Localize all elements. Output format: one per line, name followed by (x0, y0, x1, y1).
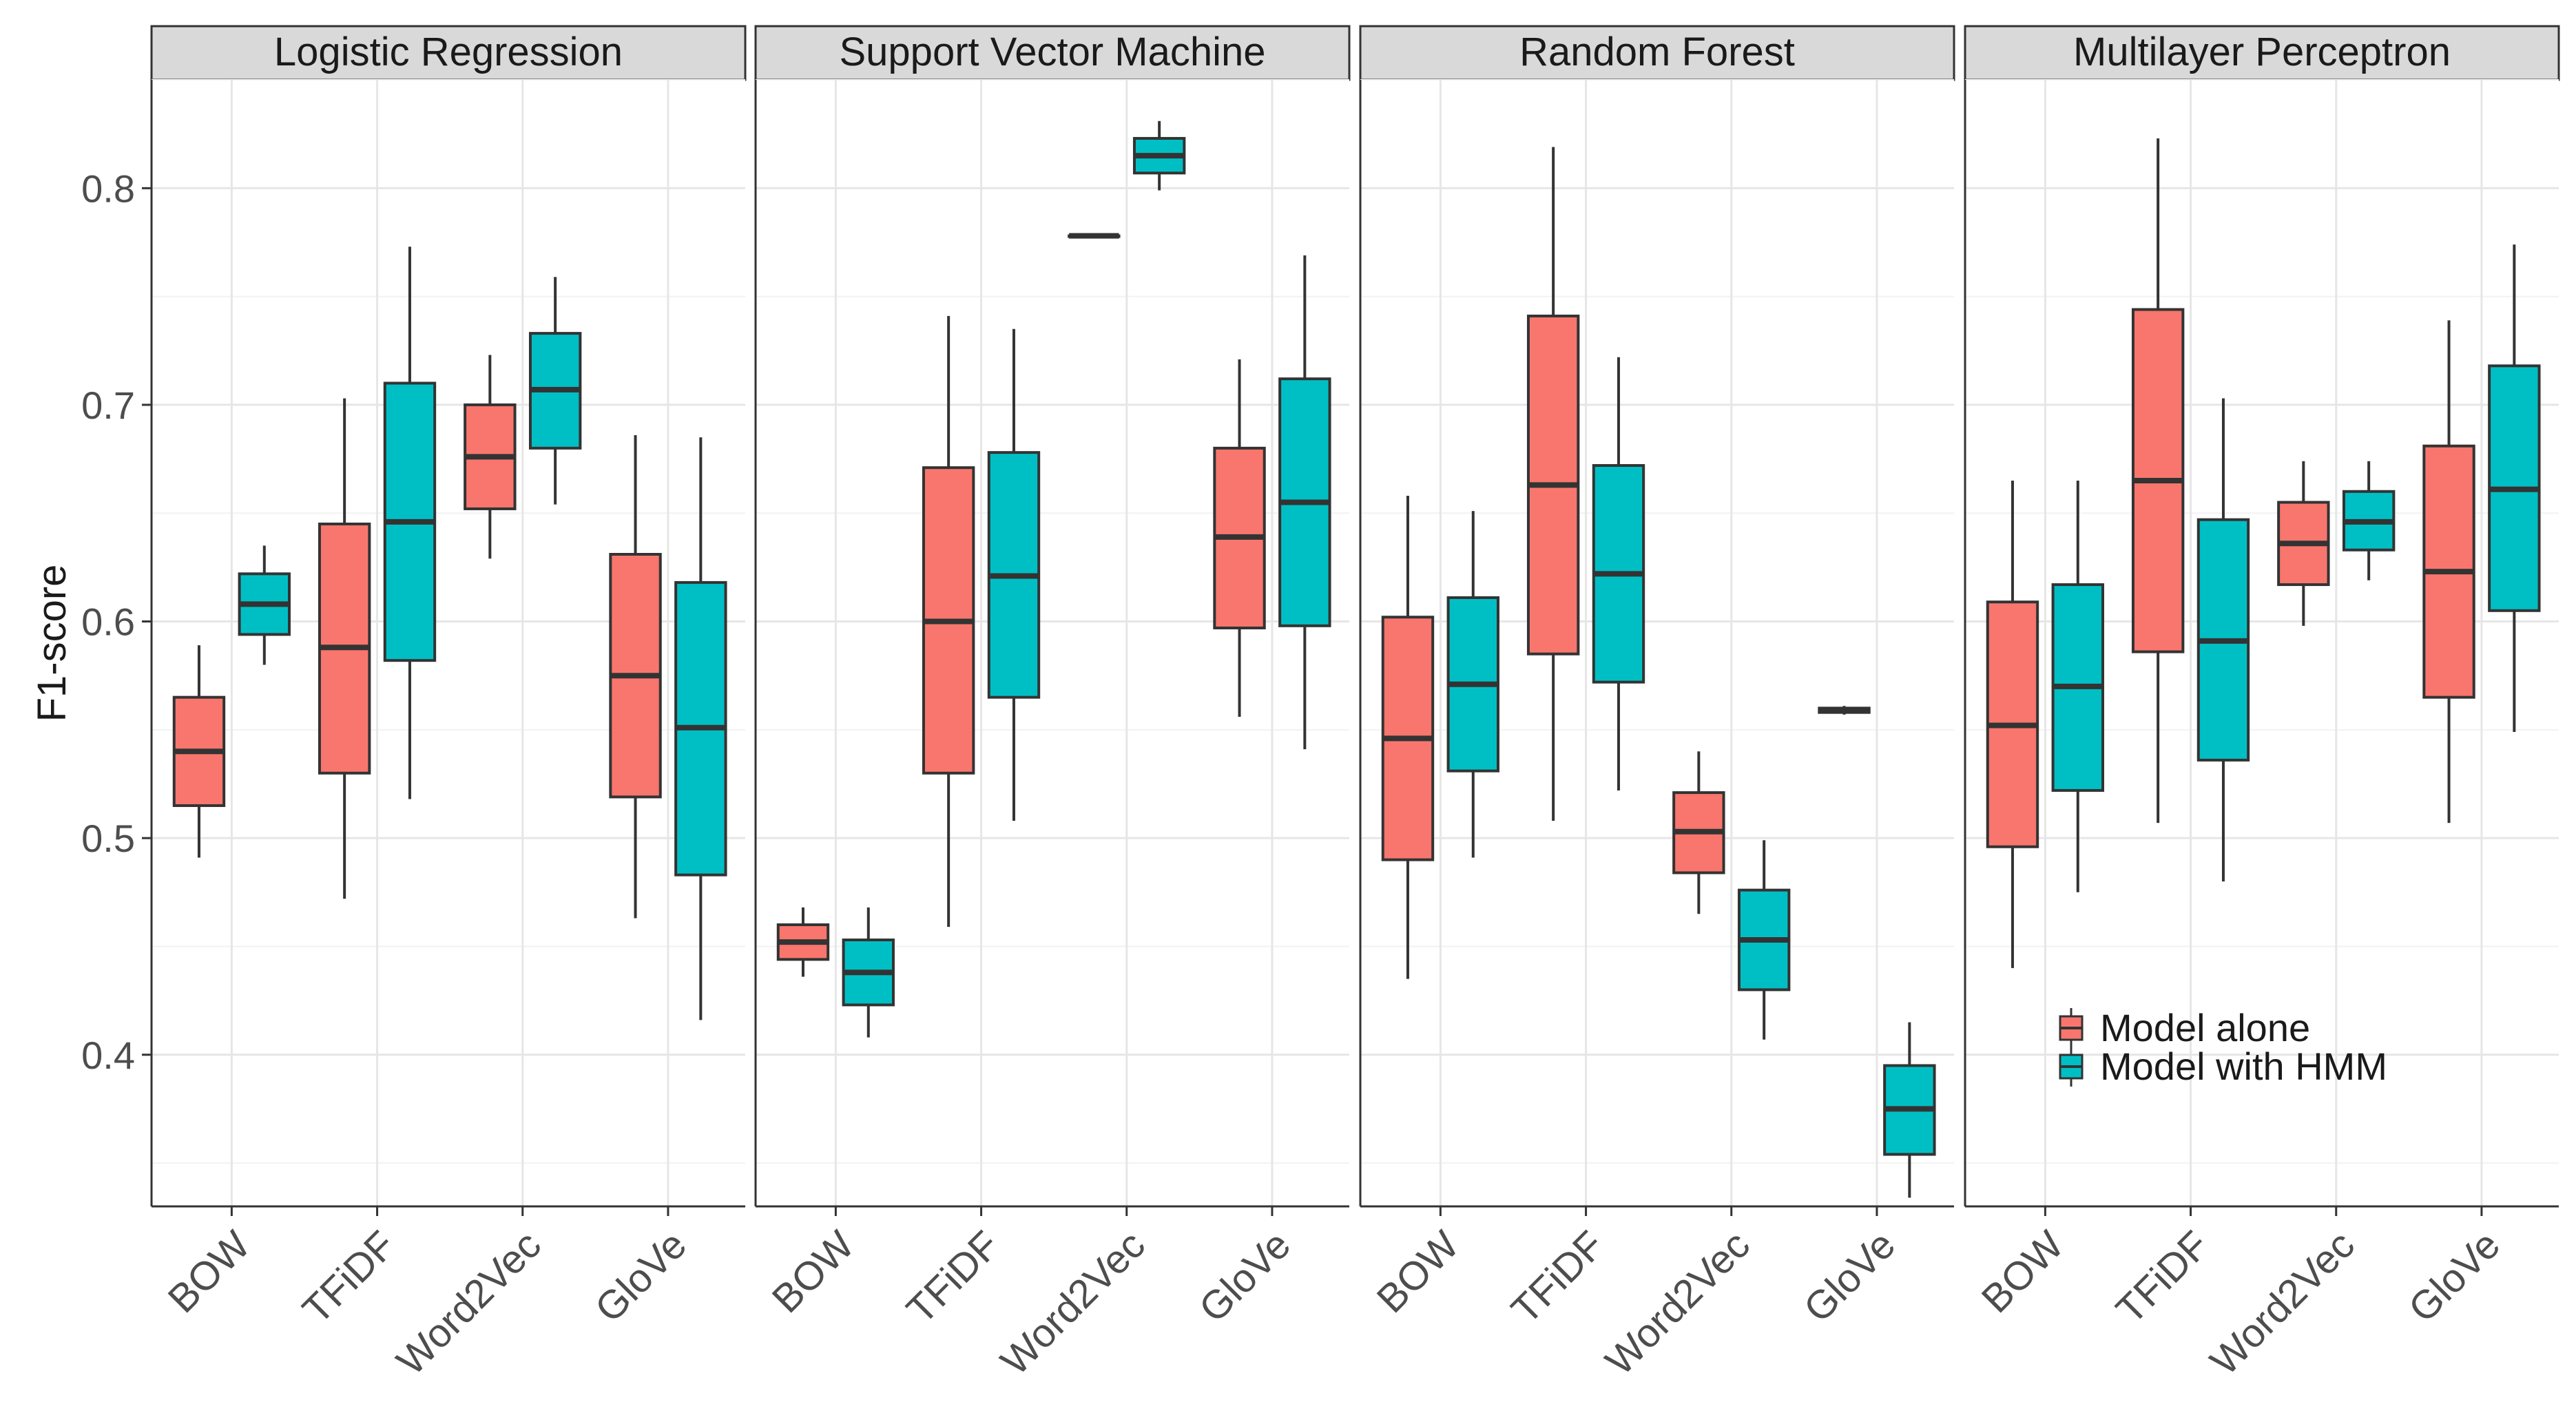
box-tfidf-model-alone (318, 398, 371, 899)
box-bow-model-alone (1986, 481, 2039, 968)
panel-strip (1964, 25, 2560, 81)
box-bow-model-with-hmm (1446, 511, 1499, 858)
legend-label: Model alone (2100, 1006, 2310, 1049)
panel-plot-area (756, 80, 1349, 1206)
box-word2vec-model-with-hmm (1132, 121, 1186, 191)
box-glove-model-with-hmm (1278, 255, 1331, 750)
box-word2vec-model-with-hmm (2342, 461, 2396, 580)
legend-item: Model with HMM (2059, 1045, 2387, 1088)
box-glove-model-with-hmm (674, 437, 727, 1020)
panel-strip (150, 25, 747, 81)
box-tfidf-model-alone (1526, 147, 1580, 821)
box-bow-model-alone (172, 645, 226, 858)
box-bow-model-with-hmm (2051, 481, 2104, 892)
y-tick-label: 0.4 (81, 1034, 135, 1077)
legend-label: Model with HMM (2100, 1045, 2387, 1088)
box-tfidf-model-with-hmm (1592, 357, 1645, 790)
box-tfidf-model-with-hmm (987, 328, 1041, 821)
box-glove-model-alone (2422, 320, 2475, 824)
box-glove-model-alone (609, 434, 662, 919)
box-tfidf-model-alone (2131, 138, 2185, 824)
panel-title: Random Forest (1519, 30, 1795, 74)
box-bow-model-alone (1381, 496, 1435, 979)
box-word2vec-model-alone (464, 355, 517, 559)
box-word2vec-model-alone (2277, 461, 2330, 626)
box-bow-model-alone (776, 907, 830, 977)
box-bow-model-with-hmm (842, 907, 895, 1038)
panel-title: Logistic Regression (274, 30, 623, 74)
panel-title: Support Vector Machine (839, 30, 1265, 74)
box-word2vec-model-with-hmm (528, 277, 582, 505)
box-bow-model-with-hmm (238, 545, 291, 665)
box-glove-model-alone (1818, 706, 1871, 715)
panel-strip (754, 25, 1351, 81)
y-axis-label: F1-score (30, 565, 74, 722)
legend-item: Model alone (2059, 1006, 2310, 1049)
box-glove-model-alone (1213, 359, 1266, 717)
box-glove-model-with-hmm (1883, 1022, 1936, 1198)
box-word2vec-model-alone (1068, 233, 1121, 239)
y-tick-label: 0.6 (81, 600, 135, 644)
y-tick-label: 0.7 (81, 384, 135, 427)
y-tick-label: 0.8 (81, 167, 135, 210)
box-tfidf-model-alone (922, 315, 975, 928)
box-tfidf-model-with-hmm (2196, 398, 2250, 882)
panel-title: Multilayer Perceptron (2073, 30, 2451, 74)
box-word2vec-model-with-hmm (1737, 840, 1791, 1040)
y-tick-label: 0.5 (81, 817, 135, 860)
box-glove-model-with-hmm (2488, 244, 2541, 732)
box-tfidf-model-with-hmm (383, 247, 437, 799)
box-word2vec-model-alone (1672, 751, 1725, 914)
